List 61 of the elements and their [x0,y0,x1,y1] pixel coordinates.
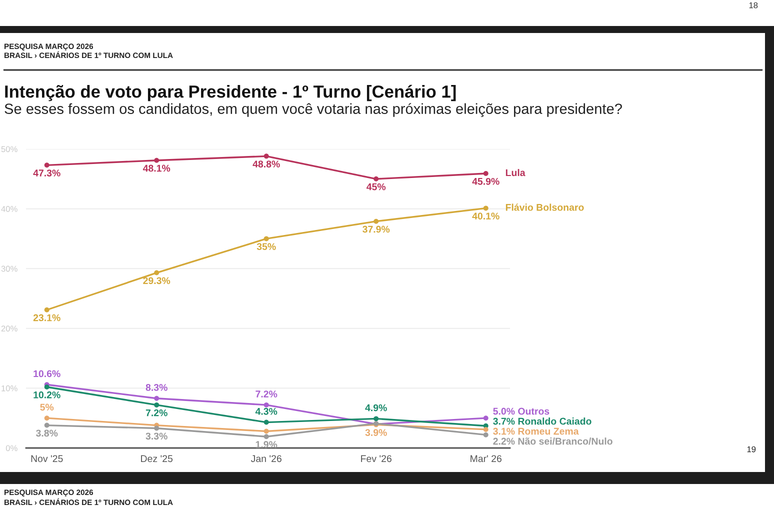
data-label: 23.1% [33,314,60,322]
data-label: 45.9% [472,178,500,185]
x-tick-label: Mar' 26 [470,455,502,462]
data-label: 35% [256,243,276,250]
data-label: 8.3% [146,384,168,391]
data-label: 5% [40,404,54,411]
data-label: 3.9% [365,429,387,436]
point [374,416,379,422]
data-label: 10.6% [34,370,60,378]
point [264,428,269,434]
data-label: 4.3% [255,408,278,415]
data-label: 47.3% [33,170,60,176]
text: 3.1% Romeu Zema [493,428,579,435]
point [154,396,160,401]
point [44,384,50,390]
point [374,218,379,224]
point [374,176,379,182]
data-label: 3.3% [146,432,168,440]
point [44,162,50,168]
data-label: 29.3% [143,277,170,284]
point [154,402,160,408]
series-label: Flávio Bolsonaro [506,204,584,211]
text: 19 [747,446,756,452]
text: 2.2% Não sei/Branco/Nulo [493,438,612,445]
point [483,432,488,438]
point [44,422,50,428]
data-label: 4.9% [365,404,387,412]
point [44,307,50,312]
data-label: 48.1% [142,164,170,172]
point [483,171,488,176]
x-tick-label: Fev '26 [361,455,392,462]
chart-title: Intenção de voto para Presidente - 1º Turno [Cenário 1] [5,84,456,102]
data-label: 40.1% [472,212,500,220]
text: 5.0% Outros [493,408,550,415]
x-tick-label: Dez '25 [141,455,173,462]
point [483,206,488,211]
data-label: 7.2% [146,409,168,416]
data-label: 48.8% [252,160,280,168]
point [264,434,269,440]
text: 18 [749,2,758,8]
x-tick-label: Jan '26 [250,455,282,462]
point [264,236,269,242]
data-label: 3.8% [36,430,58,437]
point [154,426,160,431]
point [264,420,269,425]
text: 3.7% Ronaldo Caiado [493,418,592,425]
point [483,416,488,421]
point [264,402,269,408]
data-label: 7.2% [256,390,278,398]
x-tick-label: Nov '25 [31,455,63,462]
point [483,426,488,432]
series-label: Lula [506,168,526,176]
data-label: 37.9% [362,226,390,233]
point [154,158,160,163]
chart-subtitle: Se esses fossem os candidatos, em quem você votaria nas próximas eleições para presidente? [4,103,622,117]
data-label: 10.2% [34,391,60,398]
point [44,416,50,421]
point [264,154,269,159]
point [154,270,160,276]
data-label: 1.9% [256,441,278,448]
data-label: 45% [366,183,386,190]
